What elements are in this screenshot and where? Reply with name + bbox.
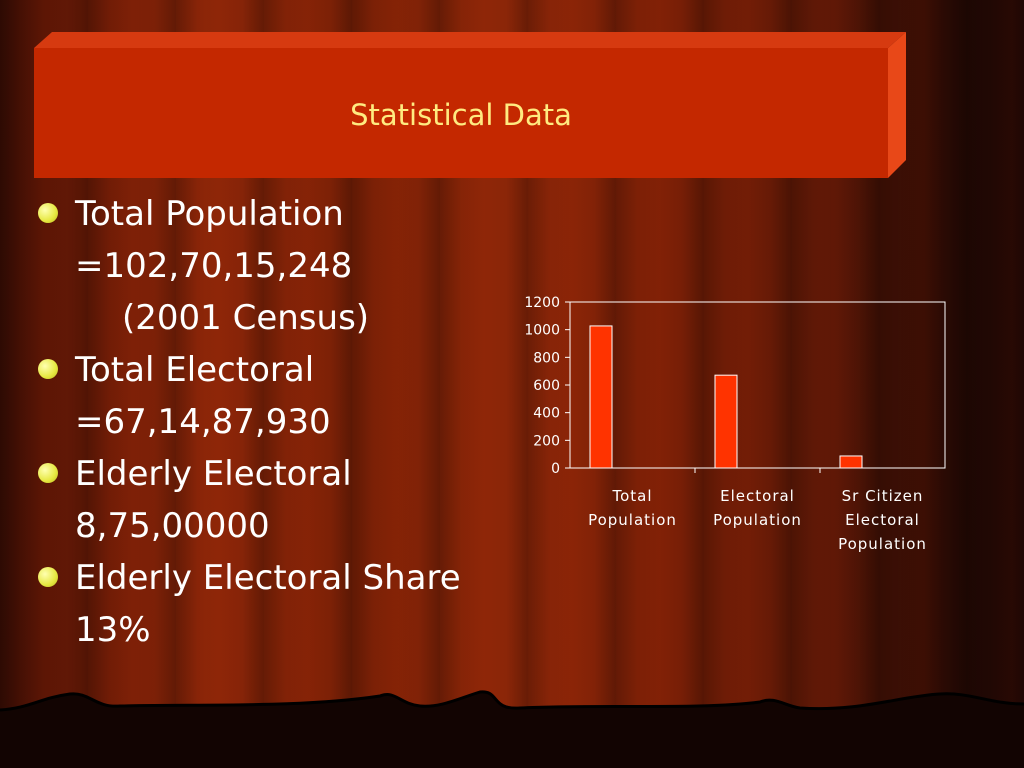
y-tick-label: 600 xyxy=(533,378,560,394)
bullet-item-elderly-share: Elderly Electoral Share 13% xyxy=(38,552,498,656)
title-box-top-bevel xyxy=(34,32,906,48)
bullet-dot-icon xyxy=(38,463,58,483)
bar xyxy=(714,374,738,469)
y-tick-label: 800 xyxy=(533,350,560,366)
bullet-dot-icon xyxy=(38,567,58,587)
x-category-label: Total xyxy=(611,487,652,505)
x-category-label: Electoral xyxy=(845,511,920,529)
y-tick-label: 0 xyxy=(551,461,560,477)
x-category-label: Population xyxy=(838,535,927,553)
title-box xyxy=(34,48,888,178)
bullet-text: =102,70,15,248 xyxy=(75,246,353,286)
bullet-text: 8,75,00000 xyxy=(75,506,270,546)
bullet-dot-icon xyxy=(38,359,58,379)
bullet-text: Elderly Electoral Share xyxy=(75,558,461,598)
bullet-dot-icon xyxy=(38,203,58,223)
x-category-label: Sr Citizen xyxy=(842,487,924,505)
x-category-label: Population xyxy=(588,511,677,529)
bullet-item-total-electoral: Total Electoral =67,14,87,930 xyxy=(38,344,498,448)
title-box-side-bevel xyxy=(888,32,906,178)
y-tick-label: 1000 xyxy=(524,323,560,339)
x-category-label: Population xyxy=(713,511,802,529)
population-bar-chart: 0 200 400 600 800 1000 1200 Total Population Elec… xyxy=(524,295,946,553)
bullet-item-total-population: Total Population =102,70,15,248 (2001 Ce… xyxy=(38,188,498,344)
y-tick-label: 400 xyxy=(533,406,560,422)
bullet-item-elderly-electoral: Elderly Electoral 8,75,00000 xyxy=(38,448,498,552)
y-tick-label: 200 xyxy=(533,433,560,449)
bullet-list: Total Population =102,70,15,248 (2001 Ce… xyxy=(38,188,498,656)
stage-curtain-edge xyxy=(0,690,1024,768)
slide-title: Statistical Data xyxy=(350,98,572,132)
bullet-text: =67,14,87,930 xyxy=(75,402,331,442)
bullet-text: Total Electoral xyxy=(75,350,315,390)
bullet-text: Elderly Electoral xyxy=(75,454,352,494)
census-note: (2001 Census) xyxy=(122,298,370,338)
bar xyxy=(589,325,613,469)
plot-area-border xyxy=(569,301,946,469)
x-category-label: Electoral xyxy=(720,487,795,505)
y-tick-label: 1200 xyxy=(524,295,560,311)
bar xyxy=(839,455,863,469)
bullet-text: Total Population xyxy=(75,194,344,234)
bullet-text: 13% xyxy=(75,610,151,650)
